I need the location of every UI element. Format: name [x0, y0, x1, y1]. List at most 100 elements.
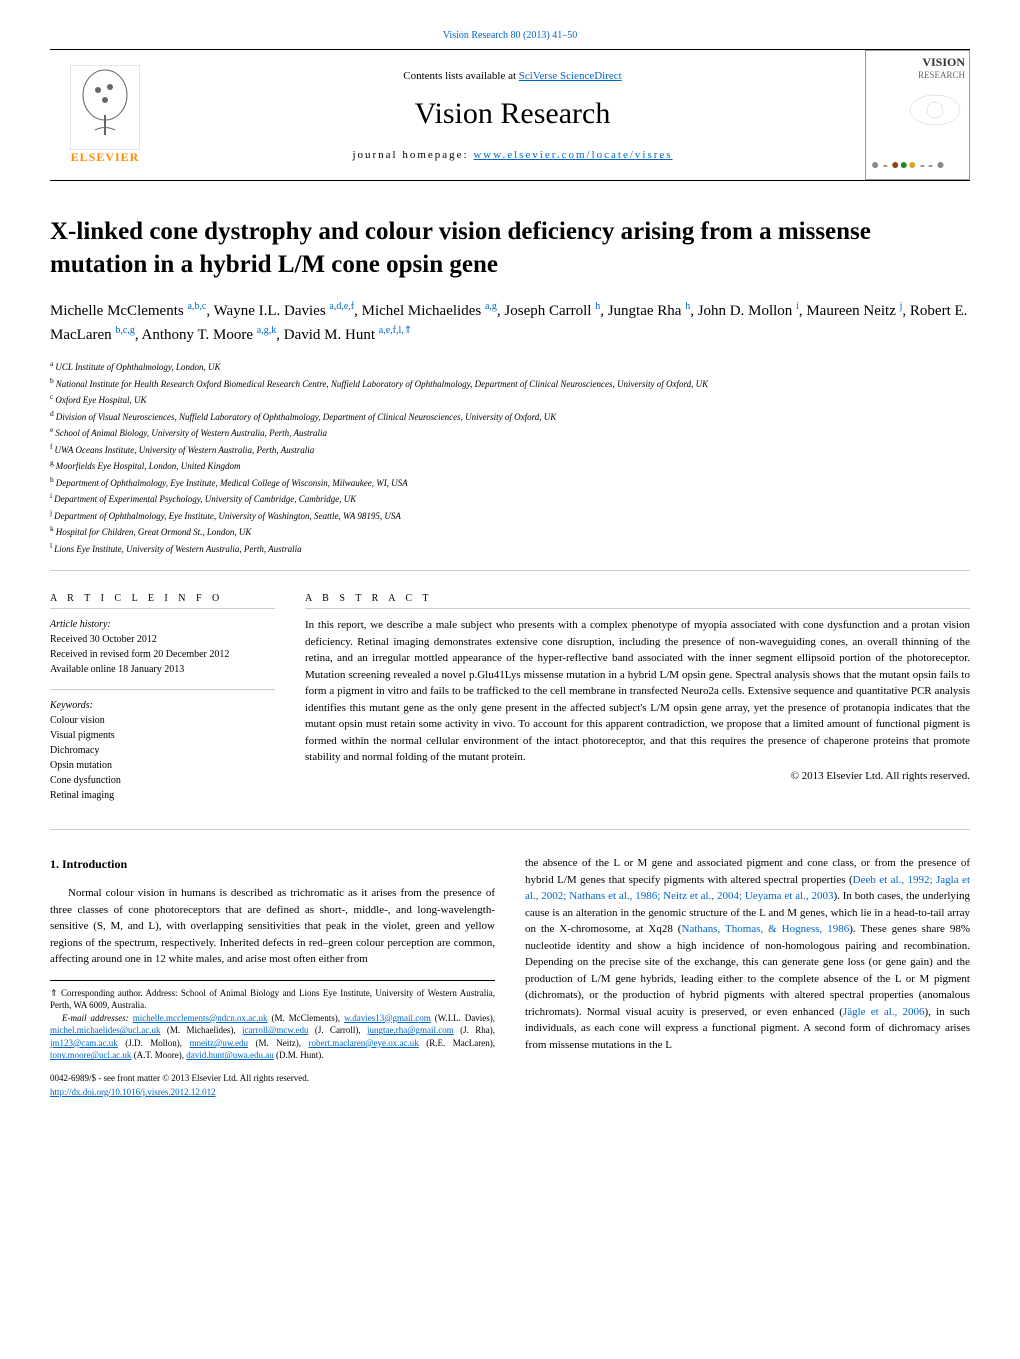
keyword: Opsin mutation: [50, 758, 275, 773]
journal-homepage: journal homepage: www.elsevier.com/locat…: [160, 149, 865, 161]
doi-link[interactable]: http://dx.doi.org/10.1016/j.visres.2012.…: [50, 1087, 216, 1097]
affiliation-line: kHospital for Children, Great Ormond St.…: [50, 523, 970, 540]
author-name: , Maureen Neitz: [799, 303, 900, 319]
body-column-right: the absence of the L or M gene and assoc…: [525, 855, 970, 1099]
info-heading: A R T I C L E I N F O: [50, 593, 275, 609]
affil-sup: h: [50, 475, 54, 484]
contents-line: Contents lists available at SciVerse Sci…: [160, 70, 865, 82]
doi-block: 0042-6989/$ - see front matter © 2013 El…: [50, 1072, 495, 1099]
crossref-link[interactable]: Vision Research 80 (2013) 41–50: [50, 30, 970, 41]
history-revised: Received in revised form 20 December 201…: [50, 647, 275, 662]
email-link[interactable]: mneitz@uw.edu: [190, 1038, 248, 1048]
intro-heading: 1. Introduction: [50, 855, 495, 873]
article-title: X-linked cone dystrophy and colour visio…: [50, 216, 970, 281]
affil-sup: l: [50, 541, 52, 550]
affil-sup: e: [50, 425, 53, 434]
author-affil-sup[interactable]: a,e,f,l,⇑: [379, 325, 412, 336]
keyword: Retinal imaging: [50, 788, 275, 803]
cover-dots-icon: ● - ●●● - - ●: [871, 158, 945, 174]
email-link[interactable]: jungtae.rha@gmail.com: [367, 1025, 454, 1035]
affiliation-line: gMoorfields Eye Hospital, London, United…: [50, 457, 970, 474]
history-received: Received 30 October 2012: [50, 632, 275, 647]
email-who: (M. Neitz),: [248, 1038, 309, 1048]
affiliation-line: aUCL Institute of Ophthalmology, London,…: [50, 358, 970, 375]
abstract-copyright: © 2013 Elsevier Ltd. All rights reserved…: [305, 770, 970, 782]
author-name: Michelle McClements: [50, 303, 187, 319]
history-label: Article history:: [50, 617, 275, 632]
affiliation-line: hDepartment of Ophthalmology, Eye Instit…: [50, 474, 970, 491]
affil-sup: g: [50, 458, 54, 467]
email-link[interactable]: david.hunt@uwa.edu.au: [186, 1050, 274, 1060]
author-affil-sup[interactable]: a,d,e,f: [329, 301, 354, 312]
intro-paragraph-left: Normal colour vision in humans is descri…: [50, 885, 495, 968]
email-who: (R.E. MacLaren),: [419, 1038, 495, 1048]
affil-sup: d: [50, 409, 54, 418]
author-name: , Anthony T. Moore: [135, 327, 257, 343]
affiliation-line: eSchool of Animal Biology, University of…: [50, 424, 970, 441]
email-who: (W.I.L. Davies),: [431, 1013, 495, 1023]
corresponding-author: ⇑ Corresponding author. Address: School …: [50, 987, 495, 1012]
keyword: Colour vision: [50, 713, 275, 728]
author-name: , Wayne I.L. Davies: [206, 303, 329, 319]
author-affil-sup[interactable]: b,c,g: [115, 325, 134, 336]
abstract: A B S T R A C T In this report, we descr…: [305, 585, 970, 815]
keyword: Dichromacy: [50, 743, 275, 758]
affil-sup: j: [50, 508, 52, 517]
history-online: Available online 18 January 2013: [50, 662, 275, 677]
homepage-prefix: journal homepage:: [352, 149, 473, 161]
email-link[interactable]: jm123@cam.ac.uk: [50, 1038, 118, 1048]
homepage-link[interactable]: www.elsevier.com/locate/visres: [473, 149, 672, 161]
intro-paragraph-right: the absence of the L or M gene and assoc…: [525, 855, 970, 1053]
author-name: , Michel Michaelides: [354, 303, 485, 319]
citation-link[interactable]: Jägle et al., 2006: [843, 1006, 925, 1018]
affil-sup: a: [50, 359, 53, 368]
elsevier-logo: ELSEVIER: [50, 65, 160, 165]
cover-eye-icon: [905, 90, 965, 140]
corr-text: Corresponding author. Address: School of…: [50, 988, 495, 1011]
email-label: E-mail addresses:: [62, 1013, 133, 1023]
affiliation-line: jDepartment of Ophthalmology, Eye Instit…: [50, 507, 970, 524]
email-addresses: E-mail addresses: michelle.mcclements@nd…: [50, 1012, 495, 1062]
keyword: Cone dysfunction: [50, 773, 275, 788]
author-affil-sup[interactable]: a,g,k: [257, 325, 276, 336]
email-who: (M. McClements),: [267, 1013, 344, 1023]
email-link[interactable]: jcarroll@mcw.edu: [242, 1025, 308, 1035]
affiliations-list: aUCL Institute of Ophthalmology, London,…: [50, 358, 970, 556]
email-link[interactable]: michelle.mcclements@ndcn.ox.ac.uk: [133, 1013, 268, 1023]
author-name: , David M. Hunt: [276, 327, 379, 343]
cover-subtitle: RESEARCH: [870, 70, 965, 80]
author-name: , John D. Mollon: [690, 303, 796, 319]
affiliation-line: dDivision of Visual Neurosciences, Nuffi…: [50, 408, 970, 425]
email-link[interactable]: w.davies13@gmail.com: [344, 1013, 431, 1023]
author-affil-sup[interactable]: a,b,c: [187, 301, 206, 312]
author-affil-sup[interactable]: a,g: [485, 301, 497, 312]
affiliation-line: iDepartment of Experimental Psychology, …: [50, 490, 970, 507]
journal-cover: VISION RESEARCH ● - ●●● - - ●: [865, 50, 970, 180]
keywords-label: Keywords:: [50, 698, 275, 713]
elsevier-text: ELSEVIER: [50, 150, 160, 165]
elsevier-tree-icon: [70, 65, 140, 150]
email-link[interactable]: tony.moore@ucl.ac.uk: [50, 1050, 131, 1060]
affil-sup: f: [50, 442, 53, 451]
email-who: (A.T. Moore),: [131, 1050, 186, 1060]
citation-link[interactable]: Nathans, Thomas, & Hogness, 1986: [681, 923, 849, 935]
author-list: Michelle McClements a,b,c, Wayne I.L. Da…: [50, 299, 970, 346]
divider: [50, 570, 970, 571]
email-link[interactable]: robert.maclaren@eye.ox.ac.uk: [309, 1038, 419, 1048]
journal-title: Vision Research: [160, 97, 865, 131]
affiliation-line: lLions Eye Institute, University of West…: [50, 540, 970, 557]
email-who: (M. Michaelides),: [161, 1025, 243, 1035]
keyword: Visual pigments: [50, 728, 275, 743]
abstract-heading: A B S T R A C T: [305, 593, 970, 609]
email-link[interactable]: michel.michaelides@ucl.ac.uk: [50, 1025, 161, 1035]
affiliation-line: fUWA Oceans Institute, University of Wes…: [50, 441, 970, 458]
sciencedirect-link[interactable]: SciVerse ScienceDirect: [519, 70, 622, 82]
contents-prefix: Contents lists available at: [403, 70, 518, 82]
email-who: (J. Rha),: [454, 1025, 495, 1035]
corr-symbol: ⇑: [50, 988, 58, 998]
email-who: (D.M. Hunt).: [274, 1050, 324, 1060]
footnotes: ⇑ Corresponding author. Address: School …: [50, 980, 495, 1063]
abstract-text: In this report, we describe a male subje…: [305, 617, 970, 766]
article-info: A R T I C L E I N F O Article history: R…: [50, 585, 275, 815]
body-column-left: 1. Introduction Normal colour vision in …: [50, 855, 495, 1099]
